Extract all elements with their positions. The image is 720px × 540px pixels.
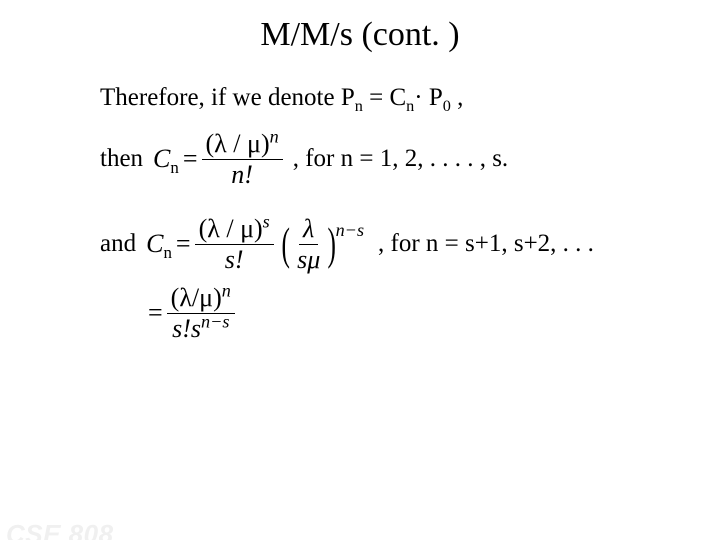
sym-eq2: = (176, 227, 191, 261)
fraction-1: (λ / μ)n n! (202, 131, 283, 188)
formula-line-1: then Cn = (λ / μ)n n! , for n = 1, 2, . … (100, 131, 680, 188)
text-then: then (100, 143, 143, 176)
fraction-2b: λ sμ (293, 216, 324, 273)
num-lammu: (λ / μ) (206, 129, 270, 158)
den-sfsns: s!s (172, 314, 201, 343)
equation-cn-large: Cn = (λ / μ)s s! ( λ sμ ) n−s (146, 216, 368, 273)
definition-line: Therefore, if we denote Pn = Cn· P0 , (100, 82, 680, 115)
sym-C: C (153, 144, 170, 173)
fraction-2a: (λ / μ)s s! (195, 216, 274, 273)
text-eq-c: = C (363, 84, 406, 111)
footer-course-code: CSE 808 (6, 519, 114, 540)
text-dot-p: · P (414, 84, 442, 111)
formula-line-3: = (λ/μ)n s!sn−s (148, 285, 680, 342)
den-nfact: n! (227, 160, 257, 188)
num-lammu-s: (λ / μ) (199, 214, 263, 243)
slide-title: M/M/s (cont. ) (0, 16, 720, 54)
sup-ns2: n−s (201, 311, 229, 331)
formula-line-2: and Cn = (λ / μ)s s! ( λ sμ ) n−s , for … (100, 216, 680, 273)
text-for-range-2: , for n = s+1, s+2, . . . (378, 228, 594, 261)
sym-C2: C (146, 229, 163, 258)
text-comma: , (451, 84, 464, 111)
sym-eq3: = (148, 296, 163, 330)
sub-n4: n (163, 243, 171, 262)
rparen-icon: ) (328, 223, 336, 264)
sub-n: n (355, 97, 363, 115)
text-therefore: Therefore, if we denote P (100, 84, 355, 111)
den-smu: sμ (293, 245, 324, 273)
sup-n: n (270, 126, 279, 146)
text-and: and (100, 228, 136, 261)
sup-n2: n (222, 280, 231, 300)
sym-eq: = (183, 142, 198, 176)
num-lammu-n2: (λ/μ) (171, 283, 222, 312)
sup-s: s (263, 211, 270, 231)
equation-simplified: = (λ/μ)n s!sn−s (148, 285, 235, 342)
fraction-3: (λ/μ)n s!sn−s (167, 285, 235, 342)
slide-body: Therefore, if we denote Pn = Cn· P0 , th… (100, 82, 680, 342)
sub-n3: n (170, 158, 178, 177)
lparen-icon: ( (281, 223, 289, 264)
text-for-range-1: , for n = 1, 2, . . . . , s. (293, 143, 508, 176)
den-sfact: s! (221, 245, 248, 273)
sub-0: 0 (443, 97, 451, 115)
num-lambda: λ (299, 216, 318, 245)
equation-cn-small: Cn = (λ / μ)n n! (153, 131, 283, 188)
